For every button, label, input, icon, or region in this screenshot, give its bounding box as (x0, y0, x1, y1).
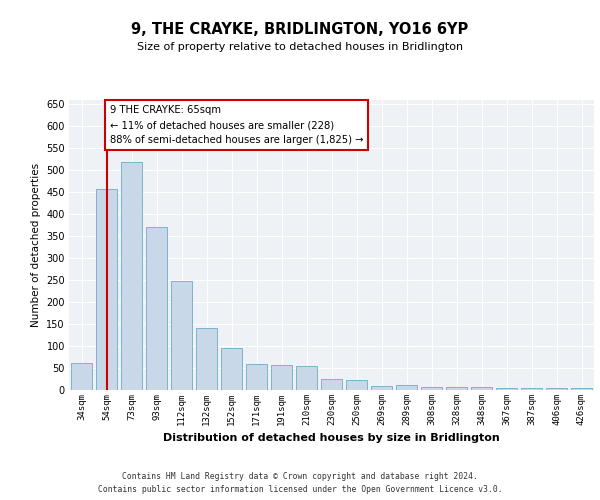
Bar (571, 388, 592, 390)
Bar (146, 228, 167, 390)
Bar (71, 363, 92, 390)
Bar (321, 379, 342, 390)
Bar (471, 388, 492, 390)
Text: 9 THE CRAYKE: 65sqm
← 11% of detached houses are smaller (228)
88% of semi-detac: 9 THE CRAYKE: 65sqm ← 11% of detached ho… (110, 106, 363, 145)
Bar (96, 189, 117, 390)
Bar (221, 348, 242, 390)
Bar (346, 380, 367, 390)
Text: Contains HM Land Registry data © Crown copyright and database right 2024.
Contai: Contains HM Land Registry data © Crown c… (98, 472, 502, 494)
Bar (296, 366, 317, 390)
Bar (496, 388, 517, 390)
Text: Size of property relative to detached houses in Bridlington: Size of property relative to detached ho… (137, 42, 463, 52)
Bar (196, 328, 217, 390)
Text: 9, THE CRAYKE, BRIDLINGTON, YO16 6YP: 9, THE CRAYKE, BRIDLINGTON, YO16 6YP (131, 22, 469, 38)
Bar (171, 282, 192, 390)
X-axis label: Distribution of detached houses by size in Bridlington: Distribution of detached houses by size … (163, 434, 500, 444)
Bar (246, 364, 267, 390)
Bar (396, 384, 417, 390)
Bar (371, 386, 392, 390)
Bar (521, 388, 542, 390)
Y-axis label: Number of detached properties: Number of detached properties (31, 163, 41, 327)
Bar (421, 387, 442, 390)
Bar (546, 388, 567, 390)
Bar (121, 162, 142, 390)
Bar (271, 365, 292, 390)
Bar (446, 388, 467, 390)
